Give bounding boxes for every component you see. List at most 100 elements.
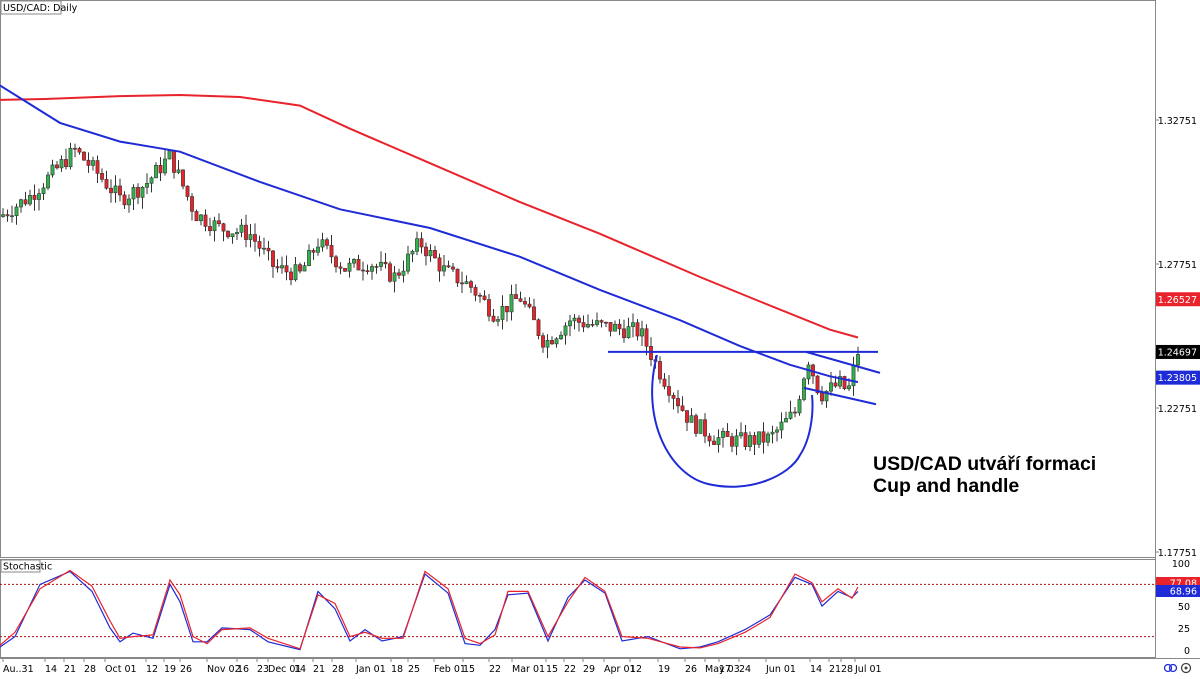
time-tick-label: 14: [294, 664, 306, 675]
candle-body: [311, 250, 316, 253]
candle-body: [725, 430, 730, 437]
price-tick-label: 1.22751: [1158, 404, 1197, 415]
candle-body: [694, 415, 698, 434]
time-tick-label: Jan 01: [355, 664, 386, 675]
candles-layer: [1, 142, 860, 456]
candle-body: [541, 335, 545, 348]
candle-body: [221, 223, 226, 232]
candle-body: [847, 385, 851, 390]
time-tick-label: 21: [829, 664, 841, 675]
candle-body: [851, 364, 856, 387]
candle-body: [469, 281, 473, 288]
candle-body: [401, 270, 406, 276]
candle-body: [14, 206, 19, 217]
candle-body: [604, 321, 608, 324]
candle-body: [158, 165, 163, 174]
stoch-readout: 77.08: [1170, 579, 1197, 590]
time-tick-label: Au..31: [3, 664, 34, 675]
candle-body: [784, 418, 788, 423]
time-tick-label: Nov 02: [207, 664, 241, 675]
candle-body: [68, 147, 73, 168]
candle-body: [518, 298, 523, 302]
time-tick-label: May 03: [705, 664, 740, 675]
candle-body: [770, 431, 775, 435]
candle-body: [748, 435, 752, 448]
candle-body: [563, 325, 568, 336]
candle-body: [316, 246, 320, 253]
candle-body: [689, 415, 694, 423]
time-tick-label: 22: [564, 664, 576, 675]
time-tick-label: 25: [408, 664, 420, 675]
link-icon[interactable]: [1163, 663, 1178, 673]
candle-body: [271, 250, 275, 267]
candle-body: [545, 340, 550, 348]
candle-body: [154, 165, 158, 179]
price-tick-label: 1.17751: [1158, 548, 1197, 559]
time-tick-label: 26: [685, 664, 697, 675]
candle-body: [766, 433, 770, 443]
time-tick-label: 19: [658, 664, 670, 675]
link-icon-ring: [1163, 663, 1173, 673]
candle-body: [55, 164, 59, 169]
candle-body: [509, 294, 514, 313]
candle-body: [50, 164, 55, 176]
time-tick-label: 22: [489, 664, 501, 675]
candle-body: [10, 215, 14, 218]
candle-body: [613, 323, 617, 332]
candle-body: [59, 159, 64, 169]
candle-body: [455, 268, 460, 284]
candle-body: [698, 419, 703, 434]
candle-body: [622, 328, 626, 339]
stochastic-layer: [0, 569, 1155, 651]
candle-body: [500, 305, 505, 320]
candle-body: [329, 245, 334, 258]
candle-body: [199, 214, 203, 222]
candle-body: [239, 224, 244, 233]
time-tick-label: Mar 01: [512, 664, 545, 675]
price-tick-label: 1.32751: [1158, 116, 1197, 127]
candle-body: [383, 261, 388, 265]
candle-body: [626, 326, 631, 339]
candle-body: [307, 250, 311, 267]
settings-icon[interactable]: [1180, 662, 1192, 674]
candle-body: [226, 230, 230, 238]
stoch-line: [0, 569, 859, 650]
pattern-lines-layer: [608, 350, 881, 406]
candle-body: [410, 251, 415, 255]
time-tick-label: 24: [739, 664, 751, 675]
candle-body: [568, 320, 572, 327]
candle-body: [253, 234, 257, 242]
candle-body: [244, 224, 248, 240]
price-chart-title: USD/CAD: Daily: [3, 3, 78, 14]
candle-body: [374, 266, 379, 268]
candle-body: [536, 319, 541, 336]
candle-body: [464, 281, 469, 284]
price-axis: 1.32751 1.27751 1.22751 1.17751: [1155, 116, 1197, 559]
candle-body: [172, 150, 176, 173]
candle-body: [262, 247, 266, 250]
candle-body: [91, 160, 95, 166]
candle-body: [685, 410, 689, 423]
candle-body: [392, 272, 397, 282]
time-tick-label: 16: [237, 664, 249, 675]
candle-body: [95, 160, 100, 174]
candle-body: [532, 306, 536, 321]
candle-body: [73, 147, 77, 150]
time-tick-label: 28: [84, 664, 96, 675]
candle-body: [667, 386, 671, 396]
candle-body: [230, 233, 235, 238]
candle-body: [424, 246, 428, 257]
candle-body: [514, 294, 518, 300]
time-tick-label: Feb 01: [434, 664, 466, 675]
candle-body: [446, 265, 451, 268]
time-tick-label: Oct 01: [105, 664, 137, 675]
candle-body: [194, 211, 199, 222]
candle-body: [181, 169, 185, 187]
candle-body: [527, 303, 532, 308]
candle-body: [442, 265, 446, 272]
price-label-box: [1156, 344, 1200, 359]
